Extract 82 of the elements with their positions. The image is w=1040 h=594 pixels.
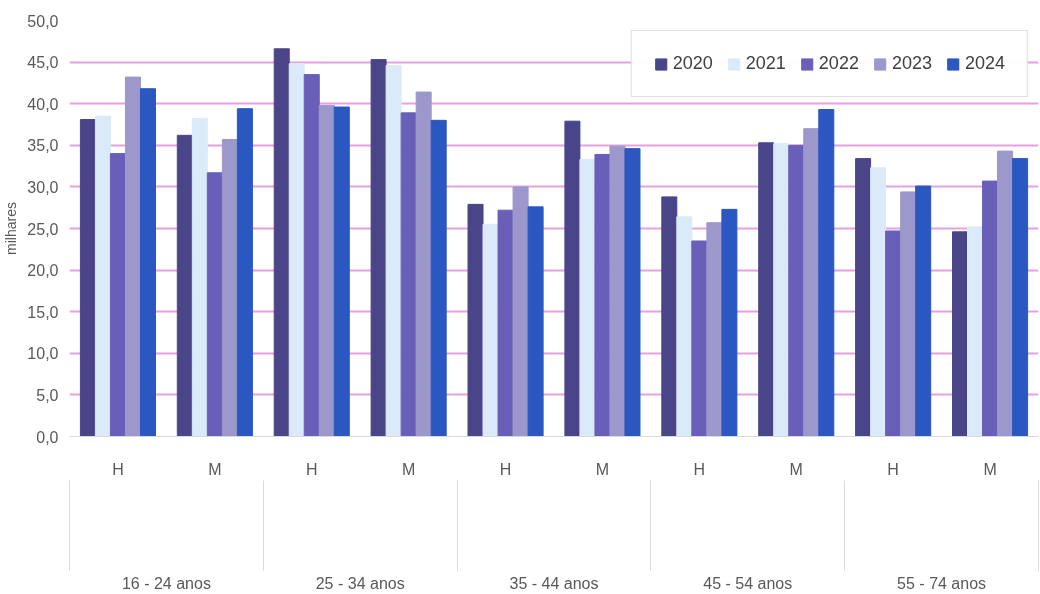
bar [124, 76, 141, 437]
y-tick-label: 20,0 [27, 262, 59, 280]
bar [952, 231, 969, 437]
x-tick-label: M [595, 460, 610, 478]
y-tick-label: 25,0 [27, 220, 59, 238]
bar [594, 153, 611, 437]
bar [967, 226, 984, 437]
legend-label: 2024 [964, 53, 1005, 74]
bar [758, 142, 775, 437]
y-tick-label: 40,0 [27, 95, 59, 113]
bar [997, 150, 1014, 437]
bar [318, 104, 335, 437]
bar [94, 115, 111, 437]
legend-label: 2020 [672, 53, 713, 74]
y-tick-label: 10,0 [27, 345, 59, 363]
bar [370, 59, 387, 437]
y-tick-label: 45,0 [27, 54, 59, 72]
bar [1012, 158, 1029, 437]
bar [818, 109, 835, 437]
x-tick-label: H [887, 460, 899, 478]
bar [206, 172, 223, 437]
text: 25 - 34 anos [315, 574, 405, 592]
bar [333, 106, 350, 437]
text: 45 - 54 anos [703, 574, 793, 592]
bar [176, 134, 193, 437]
bar [788, 144, 805, 437]
bar [609, 145, 626, 437]
legend-label: 2022 [818, 53, 859, 74]
x-tick-label: H [305, 460, 318, 478]
bar [467, 203, 484, 437]
bar [870, 167, 887, 437]
bar [803, 128, 820, 437]
bar [236, 108, 253, 437]
bar [564, 120, 581, 437]
x-tick-label: M [208, 460, 222, 478]
bar [706, 222, 723, 437]
bar [676, 216, 693, 437]
y-tick-label: 15,0 [27, 303, 59, 321]
bar [273, 48, 290, 437]
x-tick-label: M [983, 460, 997, 478]
bar [982, 180, 999, 437]
y-tick-label: 5,0 [36, 386, 59, 404]
bar [512, 186, 529, 437]
x-tick-label: H [693, 460, 706, 478]
bar [221, 138, 238, 437]
x-tick-label: M [789, 460, 803, 478]
text: 35 - 44 anos [509, 574, 599, 592]
legend-label: 2021 [745, 53, 786, 74]
bar [624, 148, 641, 437]
bar [900, 191, 917, 437]
bar [139, 88, 156, 437]
bar [303, 74, 320, 437]
bar [773, 143, 790, 437]
y-axis-title: milhares [3, 202, 20, 255]
bar [385, 64, 402, 437]
x-tick-label: H [112, 460, 124, 478]
bar [527, 206, 544, 437]
text: 55 - 74 anos [897, 574, 987, 592]
y-tick-label: 30,0 [27, 178, 59, 196]
bar [79, 119, 96, 437]
y-tick-label: 35,0 [27, 137, 59, 155]
bar [191, 118, 208, 437]
bar [915, 185, 932, 437]
bar [885, 230, 902, 437]
bar [109, 153, 126, 437]
x-tick-label: H [499, 460, 512, 478]
bar [482, 223, 499, 437]
y-tick-label: 0,0 [36, 428, 59, 446]
legend-label: 2023 [891, 53, 932, 74]
bar [415, 91, 432, 437]
x-tick-label: M [401, 460, 416, 478]
bar [430, 119, 447, 437]
bar [288, 63, 305, 437]
bar [400, 112, 417, 437]
y-tick-label: 50,0 [27, 12, 59, 30]
bar [661, 196, 678, 437]
bar [579, 158, 596, 437]
bar [721, 208, 738, 437]
bar [497, 209, 514, 437]
bar [691, 240, 708, 437]
text: 16 - 24 anos [121, 574, 211, 592]
bar [855, 158, 872, 437]
